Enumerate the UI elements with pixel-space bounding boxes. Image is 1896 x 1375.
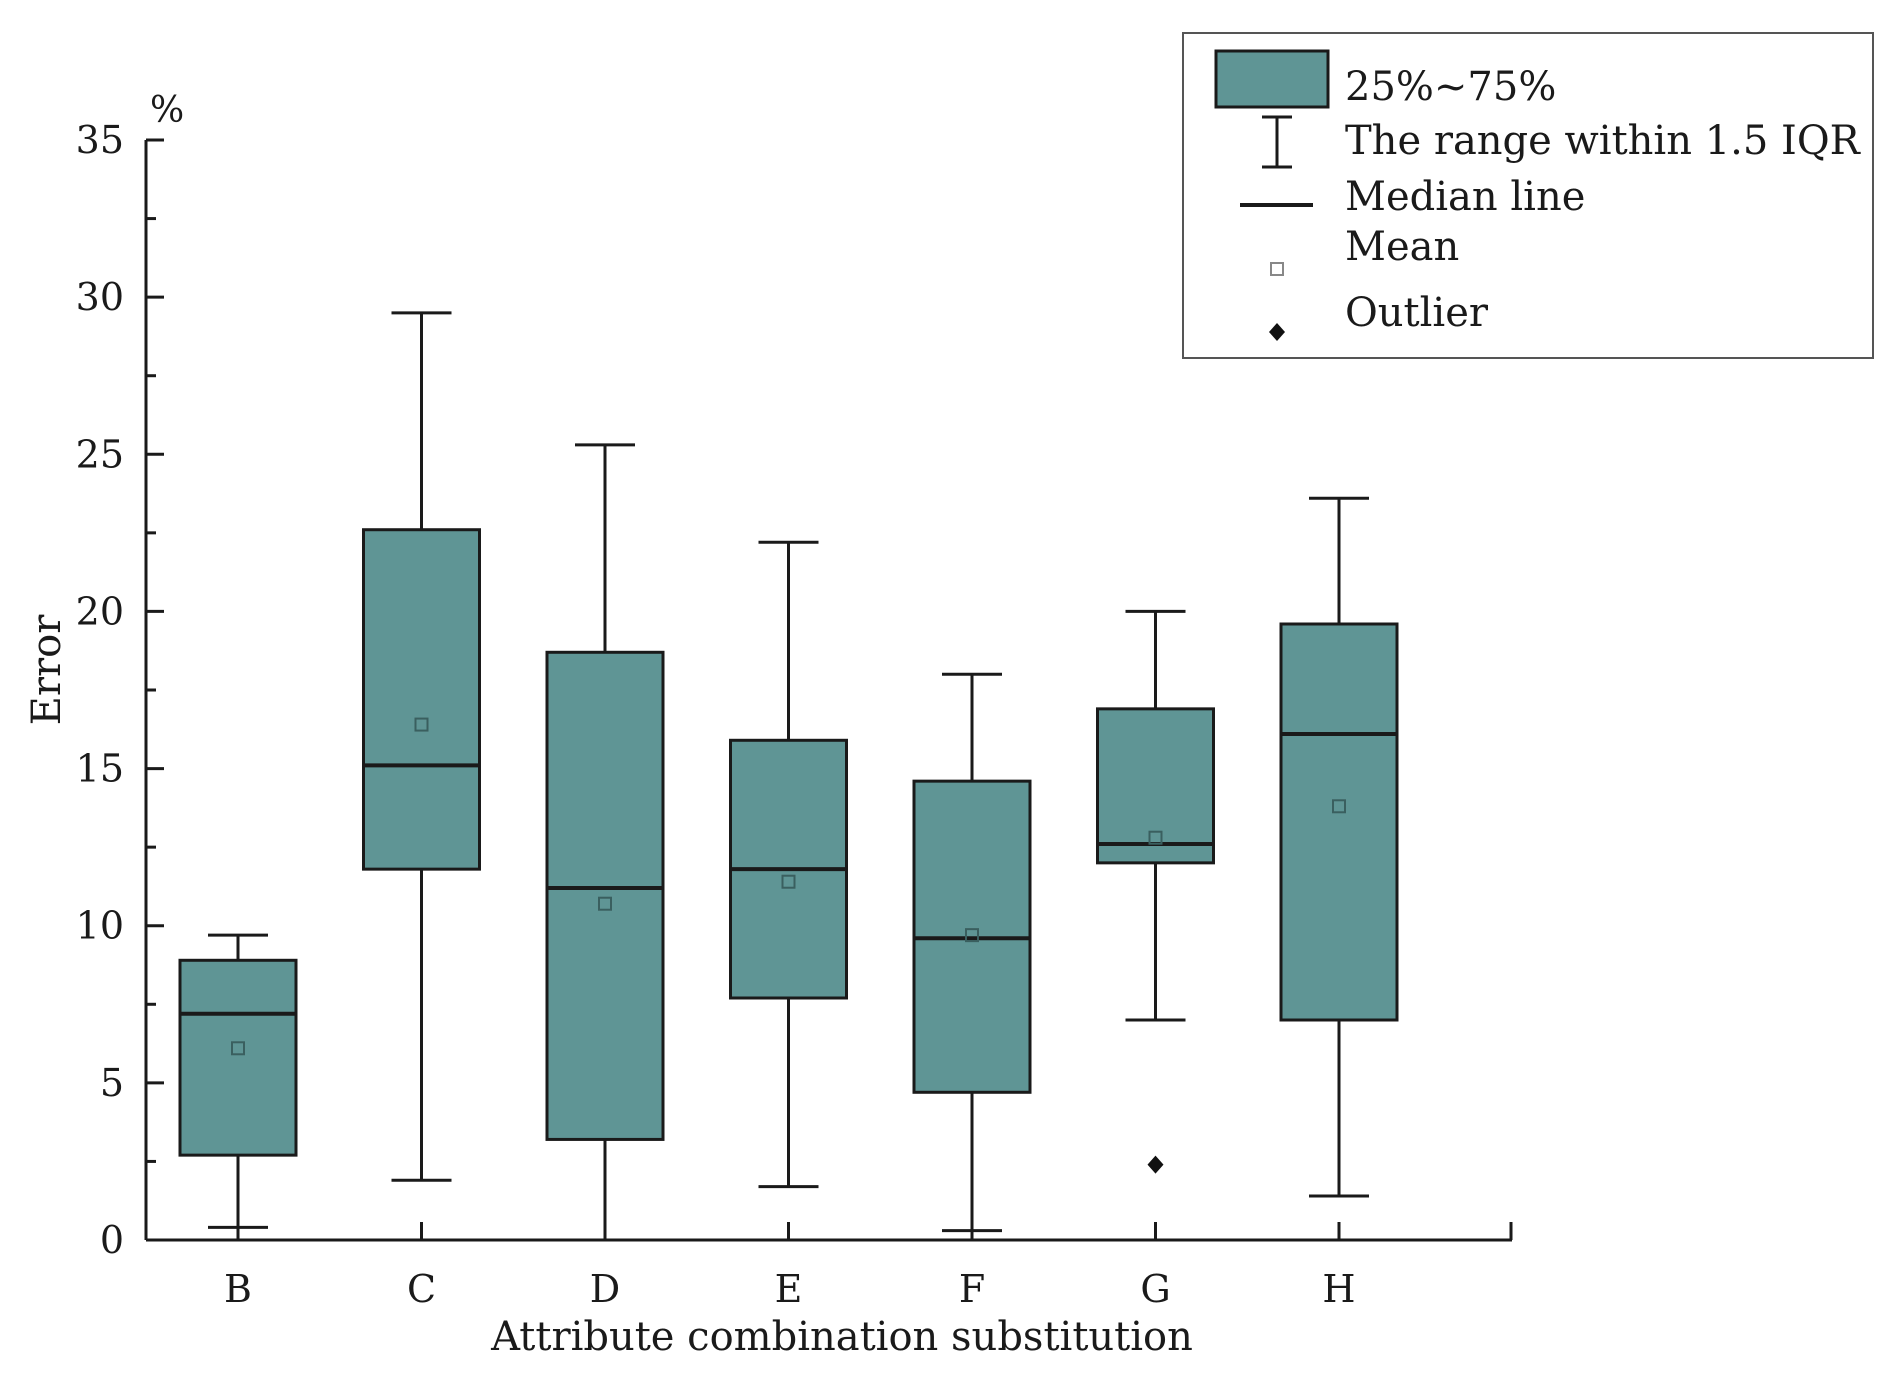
box-E (729, 540, 848, 1189)
x-tick-label-G: G (1140, 1267, 1170, 1311)
y-tick-label-20: 20 (76, 589, 124, 633)
legend-mean-symbol (1270, 262, 1284, 276)
y-tick-label-15: 15 (76, 747, 124, 791)
y-tick-label-10: 10 (76, 904, 124, 948)
x-tick-label-B: B (224, 1267, 252, 1311)
boxes (178, 311, 1399, 1242)
y-tick-label-5: 5 (100, 1061, 124, 1105)
legend-mean-label: Mean (1345, 224, 1459, 270)
box-B (178, 933, 298, 1229)
mean-marker-G (1148, 830, 1163, 845)
mean-marker-C (414, 717, 429, 732)
legend-median-label: Median line (1345, 174, 1585, 220)
box-D (545, 443, 665, 1242)
legend: 25%~75% The range within 1.5 IQR Median … (1182, 32, 1874, 359)
y-unit-label: % (150, 90, 184, 131)
legend-box-label: 25%~75% (1345, 64, 1556, 110)
box-G (1096, 609, 1215, 1174)
mean-marker-H (1332, 799, 1346, 814)
legend-whisker-symbol (1262, 115, 1292, 169)
x-tick-label-F: F (959, 1267, 985, 1311)
mean-marker-E (781, 874, 796, 889)
x-axis-title: Attribute combination substitution (490, 1314, 1193, 1360)
iqr-box-B (178, 958, 298, 1157)
legend-outlier-symbol (1269, 323, 1285, 341)
iqr-box-D (545, 650, 665, 1141)
x-tick-label-C: C (407, 1267, 436, 1311)
y-tick-label-35: 35 (76, 118, 124, 162)
y-ticks: 0 5 10 15 20 25 30 35 (76, 118, 164, 1262)
box-C (362, 311, 481, 1182)
y-tick-label-30: 30 (76, 275, 124, 319)
x-tick-label-H: H (1322, 1267, 1355, 1311)
iqr-box-C (362, 528, 481, 871)
outlier-G-0 (1147, 1155, 1164, 1174)
y-axis-title: Error (24, 614, 70, 726)
box-H (1279, 496, 1399, 1198)
y-tick-label-25: 25 (76, 432, 124, 476)
iqr-box-H (1279, 622, 1399, 1022)
legend-box-swatch (1214, 49, 1330, 109)
x-ticks: B C D E F G H (224, 1222, 1356, 1311)
x-tick-label-D: D (590, 1267, 620, 1311)
mean-marker-D (598, 896, 612, 911)
y-tick-label-0: 0 (100, 1218, 124, 1262)
iqr-box-G (1096, 707, 1215, 865)
legend-outlier-label: Outlier (1345, 290, 1489, 336)
mean-marker-B (231, 1041, 245, 1056)
box-F (912, 672, 1032, 1233)
legend-whisker-label: The range within 1.5 IQR (1345, 118, 1862, 164)
mean-marker-F (965, 928, 979, 943)
x-tick-label-E: E (775, 1267, 803, 1311)
